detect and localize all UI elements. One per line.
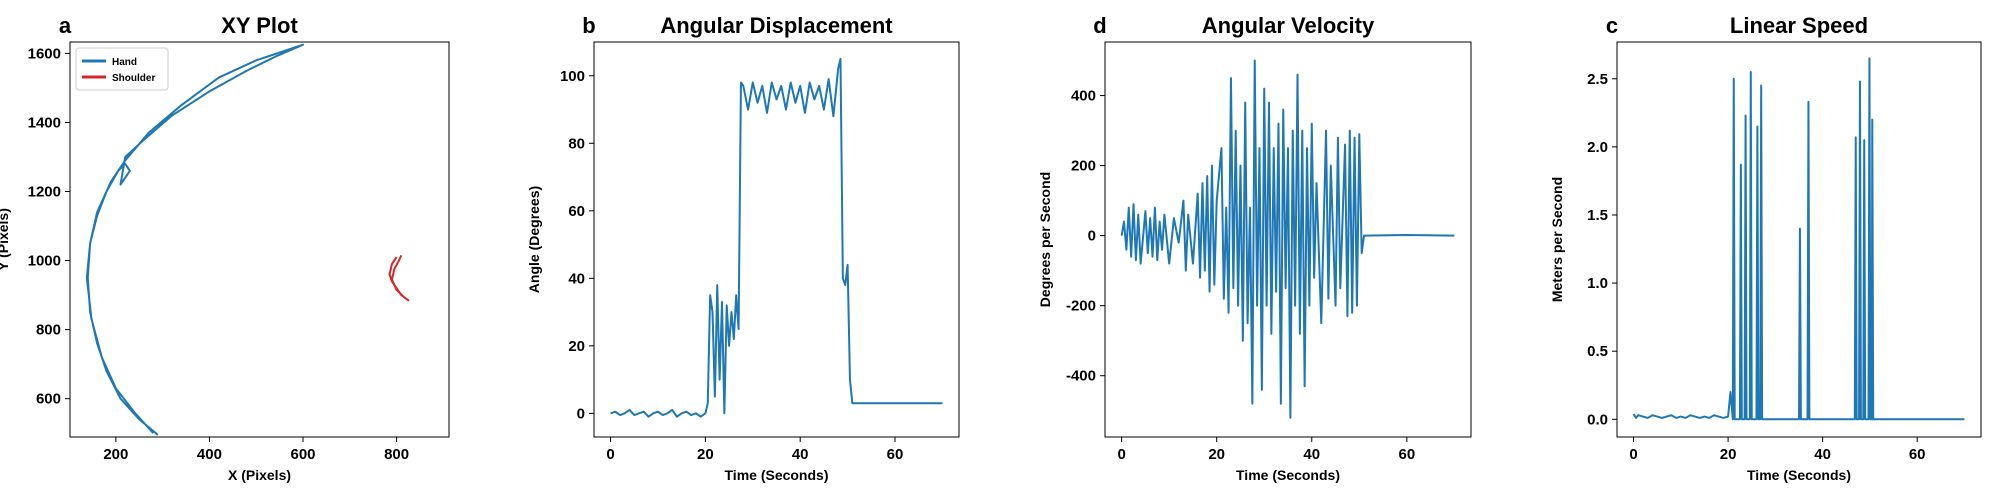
x-tick-label: 600: [290, 446, 315, 463]
x-tick-label: 0: [1629, 446, 1637, 463]
subplot: b Angular Displacement Time (Seconds) Angle…: [526, 13, 960, 483]
y-tick-label: 1200: [28, 184, 61, 201]
axes-frame: [1104, 41, 1472, 438]
y-tick-label: 800: [36, 322, 61, 339]
y-tick-label: -400: [1066, 368, 1096, 385]
y-tick-label: 1000: [28, 253, 61, 270]
chart-title: Angular Displacement: [660, 13, 893, 38]
y-tick-label: 600: [36, 391, 61, 408]
subplot: c Linear Speed Time (Seconds) Meters per Se…: [1549, 13, 1982, 483]
panel-label: b: [582, 13, 595, 38]
y-axis-label: Angle (Degrees): [526, 186, 542, 293]
y-tick-label: 0.0: [1587, 411, 1608, 428]
y-axis-label: Degrees per Second: [1037, 172, 1053, 307]
y-tick-label: 0: [1088, 228, 1096, 245]
y-tick-label: 0.5: [1587, 343, 1608, 360]
x-axis-label: Time (Seconds): [725, 467, 829, 483]
y-tick-label: 60: [568, 203, 585, 220]
chart-title: Angular Velocity: [1202, 13, 1375, 38]
x-tick-label: 60: [1909, 446, 1926, 463]
subplot: d Angular Velocity Time (Seconds) Degrees p…: [1037, 13, 1472, 483]
x-tick-label: 0: [606, 446, 614, 463]
x-tick-label: 200: [103, 446, 128, 463]
axes-frame: [593, 41, 960, 438]
data-line: [388, 254, 410, 302]
x-axis-label: Time (Seconds): [1747, 467, 1851, 483]
x-tick-label: 40: [1303, 446, 1320, 463]
x-tick-label: 20: [697, 446, 714, 463]
y-tick-label: 2.5: [1587, 71, 1608, 88]
legend-frame: [75, 47, 169, 91]
y-axis-label: Y (Pixels): [0, 208, 11, 271]
y-axis-label: Meters per Second: [1549, 177, 1565, 302]
panel-label: c: [1606, 13, 1618, 38]
x-tick-label: 40: [1814, 446, 1831, 463]
x-tick-label: 20: [1720, 446, 1737, 463]
data-line: [1632, 57, 1965, 421]
x-tick-label: 60: [887, 446, 904, 463]
subplot: a XY Plot X (Pixels) Y (Pixels) 200 400 600 800…: [0, 13, 450, 483]
y-tick-label: 200: [1071, 158, 1096, 175]
y-tick-label: 1600: [28, 45, 61, 62]
legend: Hand Shoulder: [75, 47, 169, 91]
panel-label: a: [59, 13, 72, 38]
x-tick-label: 60: [1398, 446, 1415, 463]
chart-title: Linear Speed: [1730, 13, 1868, 38]
legend-label: Hand: [112, 57, 137, 68]
y-tick-label: 0: [577, 405, 585, 422]
panel-label: d: [1093, 13, 1106, 38]
chart-title: XY Plot: [221, 13, 298, 38]
y-tick-label: 1400: [28, 114, 61, 131]
data-line: [85, 43, 305, 436]
x-tick-label: 20: [1208, 446, 1225, 463]
y-tick-label: 400: [1071, 88, 1096, 105]
legend-label: Shoulder: [112, 73, 155, 84]
y-tick-label: 100: [560, 68, 585, 85]
y-tick-label: 1.0: [1587, 275, 1608, 292]
x-tick-label: 400: [197, 446, 222, 463]
y-tick-label: 40: [568, 270, 585, 287]
y-tick-label: 80: [568, 135, 585, 152]
y-tick-label: -200: [1066, 298, 1096, 315]
x-tick-label: 0: [1117, 446, 1125, 463]
x-axis-label: Time (Seconds): [1236, 467, 1340, 483]
y-tick-label: 1.5: [1587, 207, 1608, 224]
axes-frame: [69, 41, 450, 438]
data-line: [1120, 59, 1455, 419]
x-tick-label: 40: [792, 446, 809, 463]
x-axis-label: X (Pixels): [228, 467, 291, 483]
axes-frame: [1616, 41, 1982, 438]
data-line: [610, 57, 943, 418]
x-tick-label: 800: [384, 446, 409, 463]
y-tick-label: 20: [568, 338, 585, 355]
y-tick-label: 2.0: [1587, 139, 1608, 156]
